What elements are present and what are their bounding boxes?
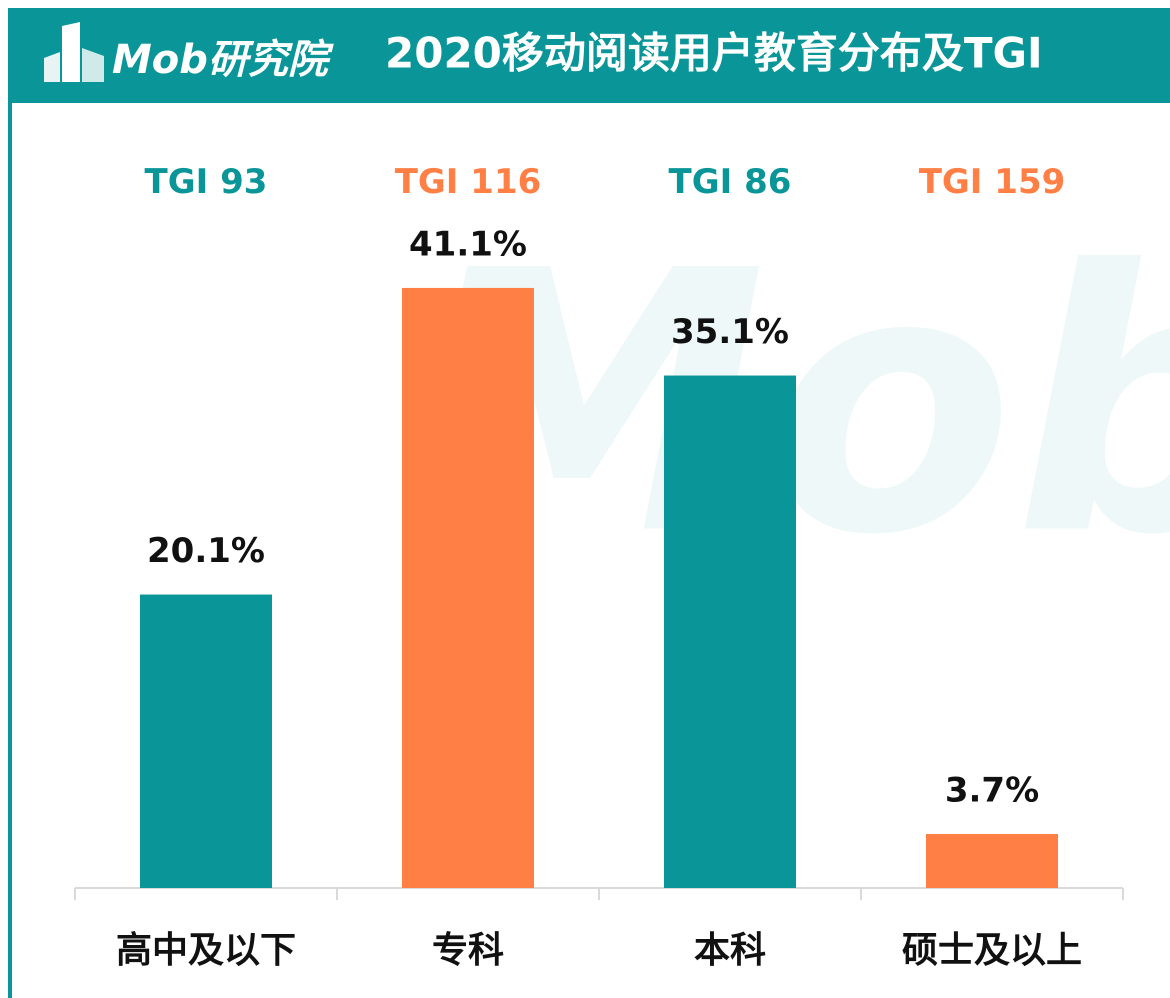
bar	[402, 287, 534, 888]
chart-title: 2020移动阅读用户教育分布及TGI	[385, 29, 1043, 78]
tgi-value: 93	[220, 162, 267, 202]
logo-text: Mob研究院	[112, 37, 334, 83]
value-label: 41.1%	[409, 224, 527, 264]
header-band	[8, 8, 1170, 103]
x-tick-label: 专科	[432, 930, 504, 971]
x-tick-label: 硕士及以上	[902, 930, 1082, 971]
x-tick-label: 高中及以下	[116, 930, 296, 971]
tgi-name: TGI	[919, 162, 983, 202]
tgi-label: TGI 116	[395, 162, 542, 202]
value-label: 3.7%	[945, 770, 1039, 810]
value-label: 20.1%	[147, 531, 265, 571]
tgi-name: TGI	[669, 162, 733, 202]
tgi-label: TGI 86	[669, 162, 792, 202]
x-tick-label: 本科	[694, 930, 766, 971]
tgi-name: TGI	[145, 162, 209, 202]
bar	[926, 833, 1058, 888]
bar	[664, 375, 796, 888]
tgi-value: 86	[744, 162, 791, 202]
tgi-value: 159	[994, 162, 1065, 202]
logo-icon	[44, 22, 104, 82]
tgi-name: TGI	[395, 162, 459, 202]
tgi-label: TGI 159	[919, 162, 1066, 202]
value-label: 35.1%	[671, 312, 789, 352]
tgi-value: 116	[470, 162, 541, 202]
tgi-label: TGI 93	[145, 162, 268, 202]
left-border	[8, 103, 12, 998]
bar	[140, 594, 272, 888]
